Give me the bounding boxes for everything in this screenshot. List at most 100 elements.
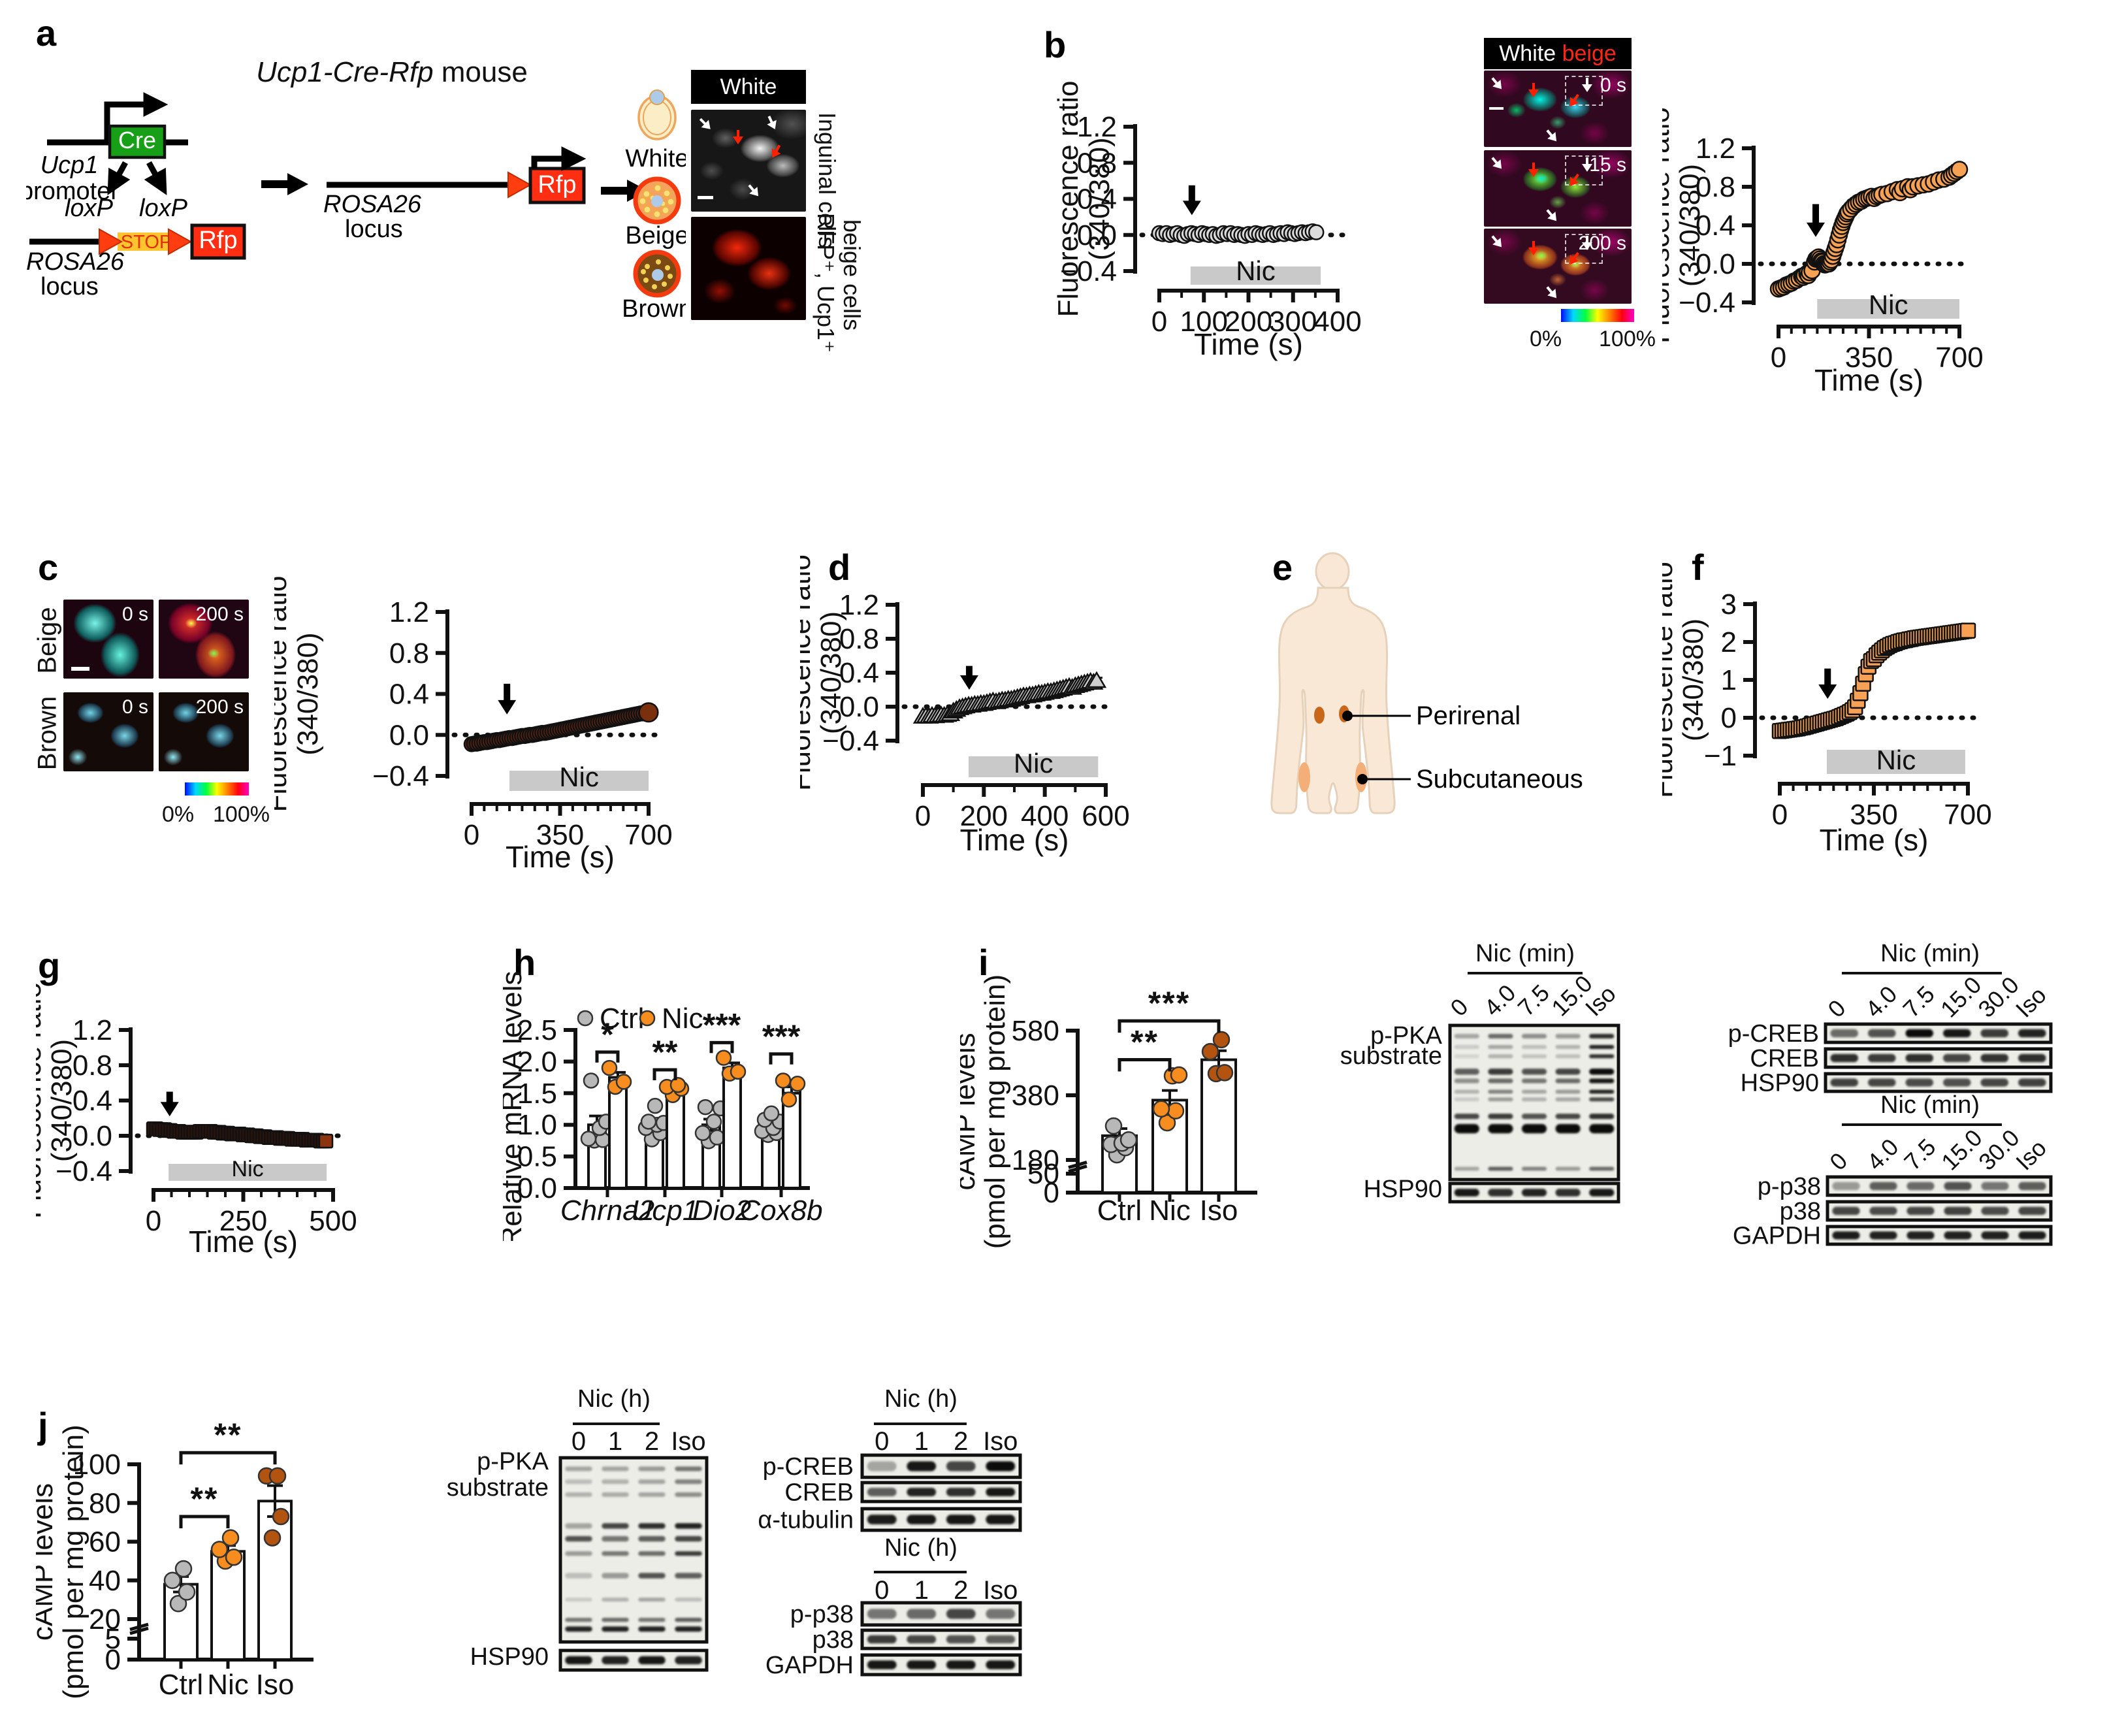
- panel-label-g: g: [38, 945, 61, 986]
- svg-text:200: 200: [960, 800, 1008, 832]
- stop-label: STOP: [121, 232, 172, 253]
- svg-text:**: **: [652, 1034, 678, 1070]
- row-label-brown: Brown: [33, 696, 62, 771]
- perirenal-depot-left: [1314, 707, 1325, 724]
- chart-f: 3 2 1 0 −1 Nic 0 350 700 Time (s) Fluorescence rat…: [1647, 555, 2124, 924]
- chart-j-camp: 0 5 20 40 60 80 100 cAMP levels (pmol per mg pro…: [27, 1411, 428, 1724]
- svg-text:1.2: 1.2: [1696, 133, 1735, 165]
- svg-text:Nic: Nic: [662, 1003, 703, 1035]
- svg-text:0.8: 0.8: [839, 623, 879, 655]
- colorbar-b-max: 100%: [1599, 327, 1656, 351]
- svg-text:(340/380): (340/380): [815, 611, 847, 734]
- colorbar-c-min: 0%: [162, 802, 195, 827]
- svg-text:Nic (h): Nic (h): [577, 1386, 651, 1413]
- svg-text:Nic: Nic: [232, 1157, 264, 1181]
- svg-text:1: 1: [914, 1427, 929, 1456]
- svg-text:2.0: 2.0: [517, 1046, 557, 1078]
- svg-text:100: 100: [73, 1449, 121, 1481]
- loxp-triangle-recombined-icon: [507, 171, 532, 199]
- rosa26-label-1b: locus: [40, 273, 99, 300]
- svg-text:0: 0: [146, 1205, 161, 1237]
- svg-text:(340/380): (340/380): [1677, 619, 1709, 741]
- svg-text:**: **: [214, 1417, 242, 1453]
- svg-text:350: 350: [1850, 799, 1897, 831]
- svg-text:(pmol per mg protein): (pmol per mg protein): [57, 1424, 89, 1699]
- svg-text:4.0: 4.0: [1860, 980, 1902, 1022]
- rosa26-label-1a: ROSA26: [26, 248, 125, 276]
- chart-h-mrna: 0.0 0.5 1.0 1.5 2.0 2.5 Relative mRNA levels Ch…: [496, 940, 960, 1247]
- scale-bar: [71, 667, 89, 671]
- subcutaneous-pointer-dot: [1357, 774, 1368, 784]
- svg-text:600: 600: [1082, 800, 1129, 832]
- svg-text:0.0: 0.0: [72, 1120, 112, 1152]
- svg-text:1: 1: [914, 1576, 929, 1605]
- subcutaneous-depot-left: [1298, 762, 1310, 792]
- roi-box: [1565, 234, 1603, 264]
- rfp-promoter-arrow-icon: [531, 146, 587, 171]
- svg-text:Time (s): Time (s): [1194, 327, 1303, 361]
- svg-text:0: 0: [1772, 799, 1788, 831]
- promoter-label: promoter: [26, 178, 119, 205]
- svg-text:Fluorescence ratio: Fluorescence ratio: [1052, 81, 1084, 317]
- svg-text:0: 0: [1822, 995, 1850, 1023]
- svg-text:Iso: Iso: [983, 1427, 1018, 1456]
- chart-b-white-cells: 1.2 0.8 0.4 0.0 −0.4 Nic 0 100 200 300 400 Time (s)…: [1044, 62, 1423, 372]
- micrograph-b-200s: 200 s: [1484, 229, 1632, 304]
- svg-text:0.0: 0.0: [839, 691, 879, 723]
- svg-text:0.4: 0.4: [72, 1085, 112, 1117]
- gene-construct-diagram: Cre Ucp1 promoter loxP loxP STOP Rfp ROS…: [26, 89, 686, 323]
- svg-text:350: 350: [536, 819, 584, 851]
- svg-text:Fluorescence ratio: Fluorescence ratio: [800, 555, 816, 791]
- svg-text:0: 0: [915, 800, 931, 832]
- svg-text:1.0: 1.0: [517, 1109, 557, 1141]
- rfp-box-1: [190, 223, 246, 260]
- svg-text:Iso: Iso: [983, 1576, 1018, 1605]
- svg-text:(340/380): (340/380): [1674, 164, 1706, 287]
- svg-text:GAPDH: GAPDH: [1733, 1223, 1821, 1250]
- micrograph-c-beige-0s: 0 s: [63, 600, 153, 679]
- svg-text:5: 5: [105, 1623, 121, 1655]
- svg-text:Relative mRNA levels: Relative mRNA levels: [503, 971, 528, 1241]
- panel-a-image-header: White beige: [691, 70, 806, 133]
- cre-cut-arrow-left-icon: [107, 161, 131, 195]
- brown-adipocyte-icon: [633, 249, 681, 298]
- white-cell-label: White: [625, 145, 686, 172]
- svg-text:Chrna2: Chrna2: [560, 1195, 654, 1227]
- svg-text:Ctrl: Ctrl: [600, 1003, 644, 1035]
- blot-i-pka-substrate: Nic (min) 0 4.0 7.5 15.0 Iso p-PKA substrate HSP…: [1326, 934, 1639, 1218]
- svg-text:700: 700: [1944, 799, 1991, 831]
- rfp-ucp1-label-2: beige cells: [839, 219, 865, 331]
- svg-text:400: 400: [1021, 800, 1069, 832]
- svg-text:0: 0: [571, 1427, 586, 1456]
- panel-label-j: j: [38, 1405, 48, 1446]
- svg-text:Iso: Iso: [671, 1427, 705, 1456]
- chart-i-camp: 0 50 180 380 580 cAMP levels (pmol per mg prot…: [949, 940, 1326, 1254]
- svg-text:180: 180: [1012, 1144, 1059, 1176]
- svg-text:substrate: substrate: [1340, 1042, 1442, 1070]
- svg-text:2: 2: [954, 1576, 968, 1605]
- subcutaneous-label: Subcutaneous: [1416, 765, 1583, 794]
- stop-cassette: [118, 233, 172, 251]
- svg-text:2.5: 2.5: [517, 1014, 557, 1046]
- svg-text:p-p38: p-p38: [1758, 1173, 1821, 1200]
- chart-c-beige-rfp: 1.2 0.8 0.4 0.0 −0.4 Nic 0 350 700 Time (s) Fluore…: [261, 555, 699, 924]
- roi-box: [1565, 155, 1603, 185]
- svg-text:**: **: [1131, 1024, 1159, 1061]
- micrograph-b-15s: 15 s: [1484, 150, 1632, 227]
- svg-text:Ctrl: Ctrl: [159, 1669, 203, 1701]
- svg-text:1.2: 1.2: [839, 589, 879, 621]
- loxp-left-label: loxP: [65, 195, 114, 222]
- svg-text:Iso: Iso: [256, 1669, 295, 1701]
- panel-label-d: d: [828, 547, 851, 588]
- chart-g: 1.2 0.8 0.4 0.0 −0.4 Nic 0 250 500 Time (s) Fluore…: [15, 950, 402, 1300]
- svg-text:Nic (min): Nic (min): [1475, 940, 1575, 967]
- chart-d: 1.2 0.8 0.4 0.0 −0.4 Nic 0 200 400 600 Time (s) Flu…: [784, 555, 1247, 924]
- svg-text:GAPDH: GAPDH: [765, 1652, 854, 1679]
- loxp-right-label: loxP: [139, 195, 188, 222]
- svg-text:0.4: 0.4: [839, 657, 879, 689]
- svg-text:Fluorescence ratio: Fluorescence ratio: [1662, 107, 1675, 344]
- svg-text:Nic (min): Nic (min): [1880, 1092, 1980, 1119]
- panel-label-b: b: [1044, 24, 1067, 65]
- svg-text:p38: p38: [813, 1626, 854, 1654]
- svg-text:−0.4: −0.4: [1679, 287, 1735, 319]
